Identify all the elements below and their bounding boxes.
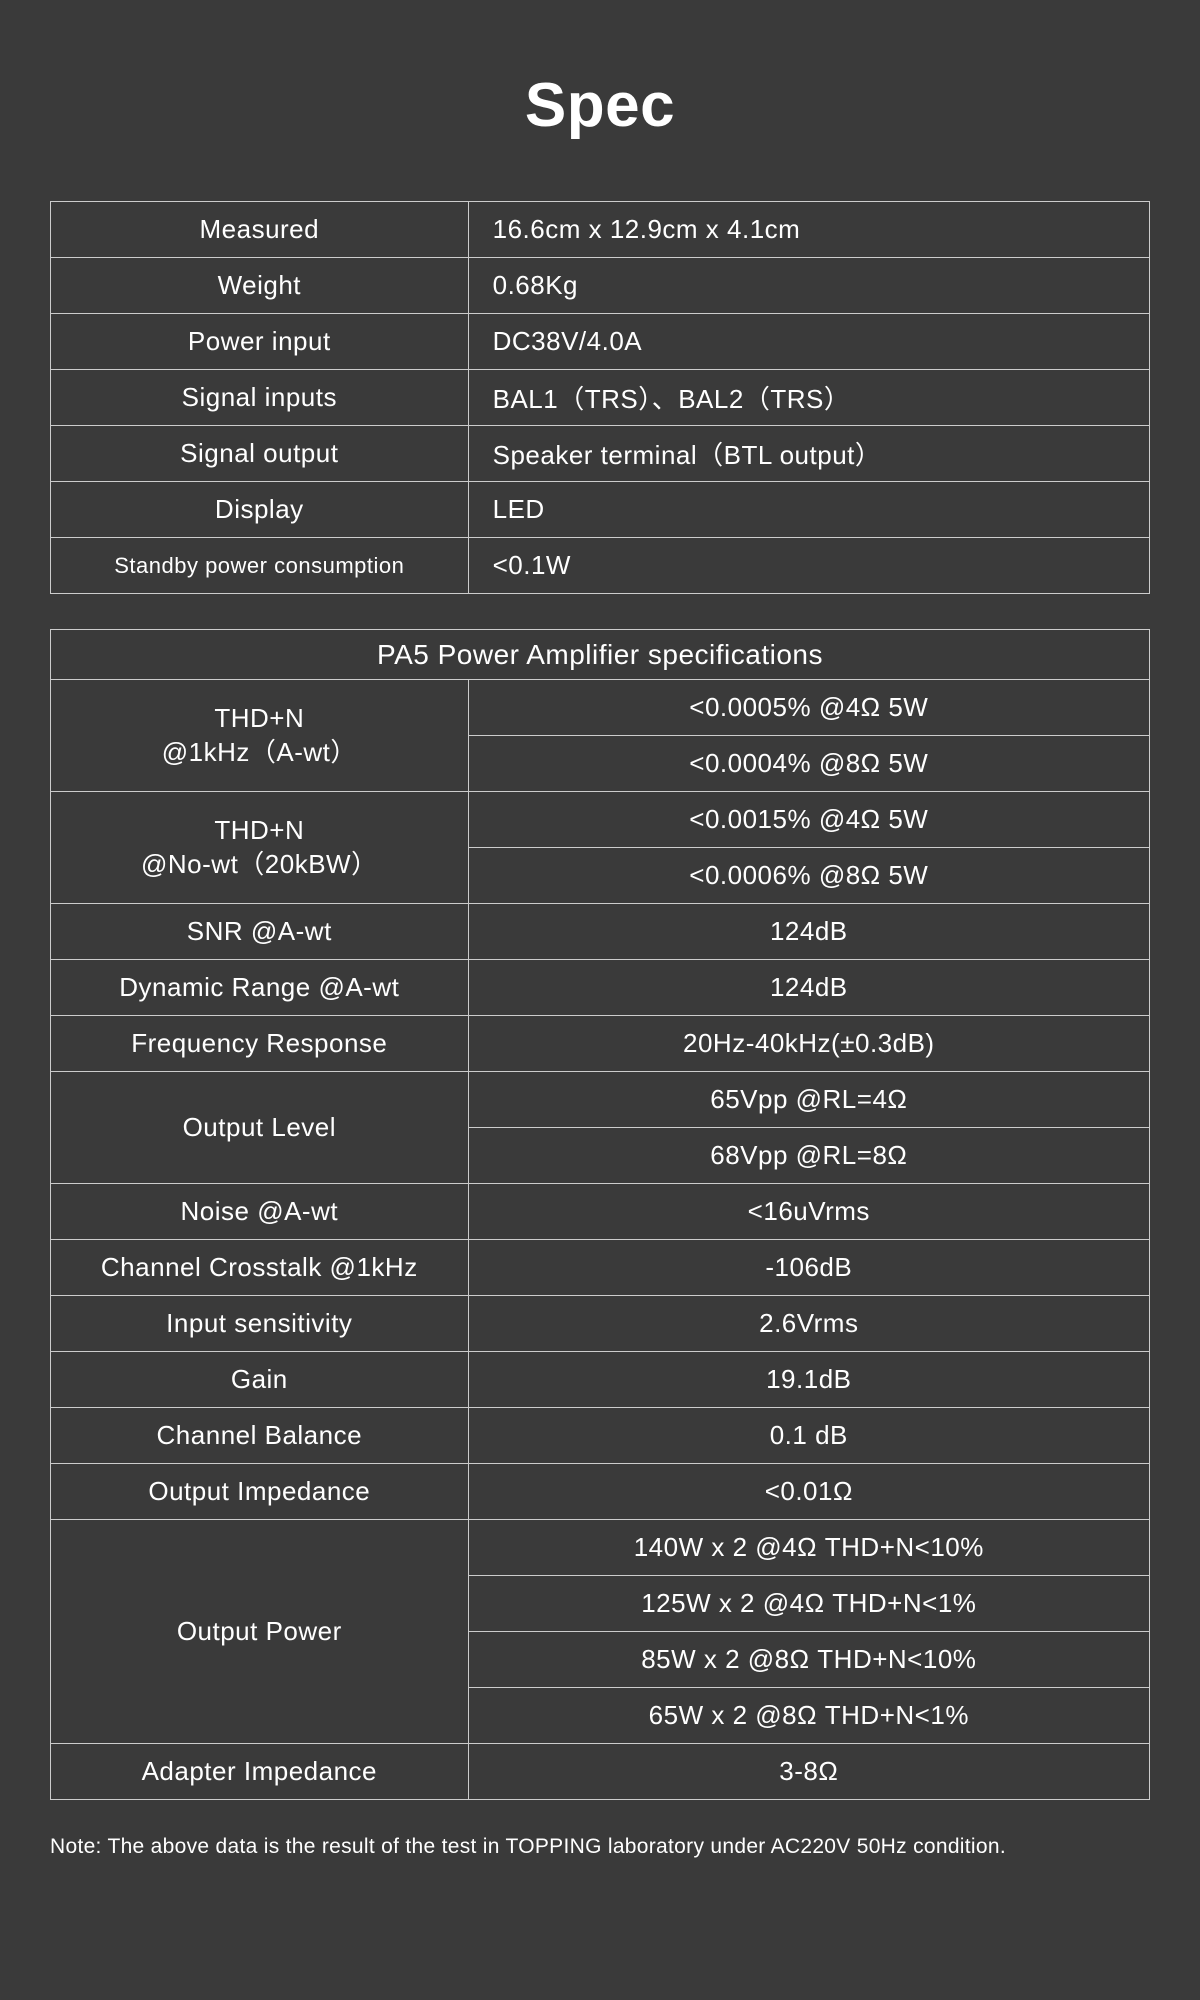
spec-value: <0.1W: [468, 538, 1149, 594]
spec-label: Standby power consumption: [51, 538, 469, 594]
table-row: Output Impedance<0.01Ω: [51, 1464, 1150, 1520]
page-title: Spec: [50, 70, 1150, 141]
spec-value: <16uVrms: [468, 1184, 1149, 1240]
table-row: Gain19.1dB: [51, 1352, 1150, 1408]
spec-value: Speaker terminal（BTL output）: [468, 426, 1149, 482]
spec-label: Output Level: [51, 1072, 469, 1184]
table-row: Weight0.68Kg: [51, 258, 1150, 314]
spec-value: 0.68Kg: [468, 258, 1149, 314]
spec-label: Display: [51, 482, 469, 538]
spec-value: <0.0004% @8Ω 5W: [468, 736, 1149, 792]
spec-value: 3-8Ω: [468, 1744, 1149, 1800]
table-row: Signal outputSpeaker terminal（BTL output…: [51, 426, 1150, 482]
spec-value: DC38V/4.0A: [468, 314, 1149, 370]
footnote: Note: The above data is the result of th…: [50, 1835, 1150, 1859]
table-row: SNR @A-wt124dB: [51, 904, 1150, 960]
table-header-row: PA5 Power Amplifier specifications: [51, 630, 1150, 680]
spec-label: Noise @A-wt: [51, 1184, 469, 1240]
amplifier-spec-table: PA5 Power Amplifier specificationsTHD+N@…: [50, 629, 1150, 1800]
spec-value: 125W x 2 @4Ω THD+N<1%: [468, 1576, 1149, 1632]
spec-value: 124dB: [468, 960, 1149, 1016]
spec-label: Dynamic Range @A-wt: [51, 960, 469, 1016]
spec-label: SNR @A-wt: [51, 904, 469, 960]
table-row: DisplayLED: [51, 482, 1150, 538]
spec-value: <0.0005% @4Ω 5W: [468, 680, 1149, 736]
spec-value: 65Vpp @RL=4Ω: [468, 1072, 1149, 1128]
spec-label-line1: THD+N: [214, 703, 304, 733]
spec-value: 2.6Vrms: [468, 1296, 1149, 1352]
table-row: Input sensitivity2.6Vrms: [51, 1296, 1150, 1352]
spec-label: Channel Balance: [51, 1408, 469, 1464]
spec-value: BAL1（TRS）、BAL2（TRS）: [468, 370, 1149, 426]
spec-label: Measured: [51, 202, 469, 258]
table-row: Output Power140W x 2 @4Ω THD+N<10%: [51, 1520, 1150, 1576]
table-row: Power inputDC38V/4.0A: [51, 314, 1150, 370]
spec-value: 20Hz-40kHz(±0.3dB): [468, 1016, 1149, 1072]
spec-value: 85W x 2 @8Ω THD+N<10%: [468, 1632, 1149, 1688]
table-row: Noise @A-wt<16uVrms: [51, 1184, 1150, 1240]
spec-value: <0.01Ω: [468, 1464, 1149, 1520]
spec-value: 124dB: [468, 904, 1149, 960]
spec-label-line1: THD+N: [214, 815, 304, 845]
spec-label: Signal inputs: [51, 370, 469, 426]
spec-value: 140W x 2 @4Ω THD+N<10%: [468, 1520, 1149, 1576]
spec-value: 19.1dB: [468, 1352, 1149, 1408]
spec-label-line2: @1kHz（A-wt）: [162, 737, 357, 767]
spec-table-header: PA5 Power Amplifier specifications: [51, 630, 1150, 680]
table-row: Standby power consumption<0.1W: [51, 538, 1150, 594]
spec-label: Power input: [51, 314, 469, 370]
table-row: THD+N@No-wt（20kBW）<0.0015% @4Ω 5W: [51, 792, 1150, 848]
spec-value: <0.0015% @4Ω 5W: [468, 792, 1149, 848]
spec-label: Input sensitivity: [51, 1296, 469, 1352]
spec-value: 65W x 2 @8Ω THD+N<1%: [468, 1688, 1149, 1744]
table-row: Dynamic Range @A-wt124dB: [51, 960, 1150, 1016]
spec-label: Weight: [51, 258, 469, 314]
spec-value: 0.1 dB: [468, 1408, 1149, 1464]
spec-label: Gain: [51, 1352, 469, 1408]
spec-label: THD+N @No-wt（20kBW）: [51, 792, 469, 904]
spec-label: Adapter Impedance: [51, 1744, 469, 1800]
spec-label: THD+N @1kHz（A-wt）: [51, 680, 469, 792]
table-row: Measured16.6cm x 12.9cm x 4.1cm: [51, 202, 1150, 258]
general-spec-table: Measured16.6cm x 12.9cm x 4.1cmWeight0.6…: [50, 201, 1150, 594]
spec-value: 16.6cm x 12.9cm x 4.1cm: [468, 202, 1149, 258]
spec-label: Channel Crosstalk @1kHz: [51, 1240, 469, 1296]
spec-value: LED: [468, 482, 1149, 538]
table-row: Channel Balance0.1 dB: [51, 1408, 1150, 1464]
table-row: Output Level65Vpp @RL=4Ω: [51, 1072, 1150, 1128]
table-row: Signal inputsBAL1（TRS）、BAL2（TRS）: [51, 370, 1150, 426]
table-row: Channel Crosstalk @1kHz-106dB: [51, 1240, 1150, 1296]
table-row: Frequency Response20Hz-40kHz(±0.3dB): [51, 1016, 1150, 1072]
table-row: THD+N@1kHz（A-wt）<0.0005% @4Ω 5W: [51, 680, 1150, 736]
spec-value: 68Vpp @RL=8Ω: [468, 1128, 1149, 1184]
spec-value: <0.0006% @8Ω 5W: [468, 848, 1149, 904]
spec-label: Output Power: [51, 1520, 469, 1744]
table-row: Adapter Impedance3-8Ω: [51, 1744, 1150, 1800]
spec-value: -106dB: [468, 1240, 1149, 1296]
spec-label: Frequency Response: [51, 1016, 469, 1072]
spec-label-line2: @No-wt（20kBW）: [141, 849, 378, 879]
spec-label: Signal output: [51, 426, 469, 482]
spec-label: Output Impedance: [51, 1464, 469, 1520]
